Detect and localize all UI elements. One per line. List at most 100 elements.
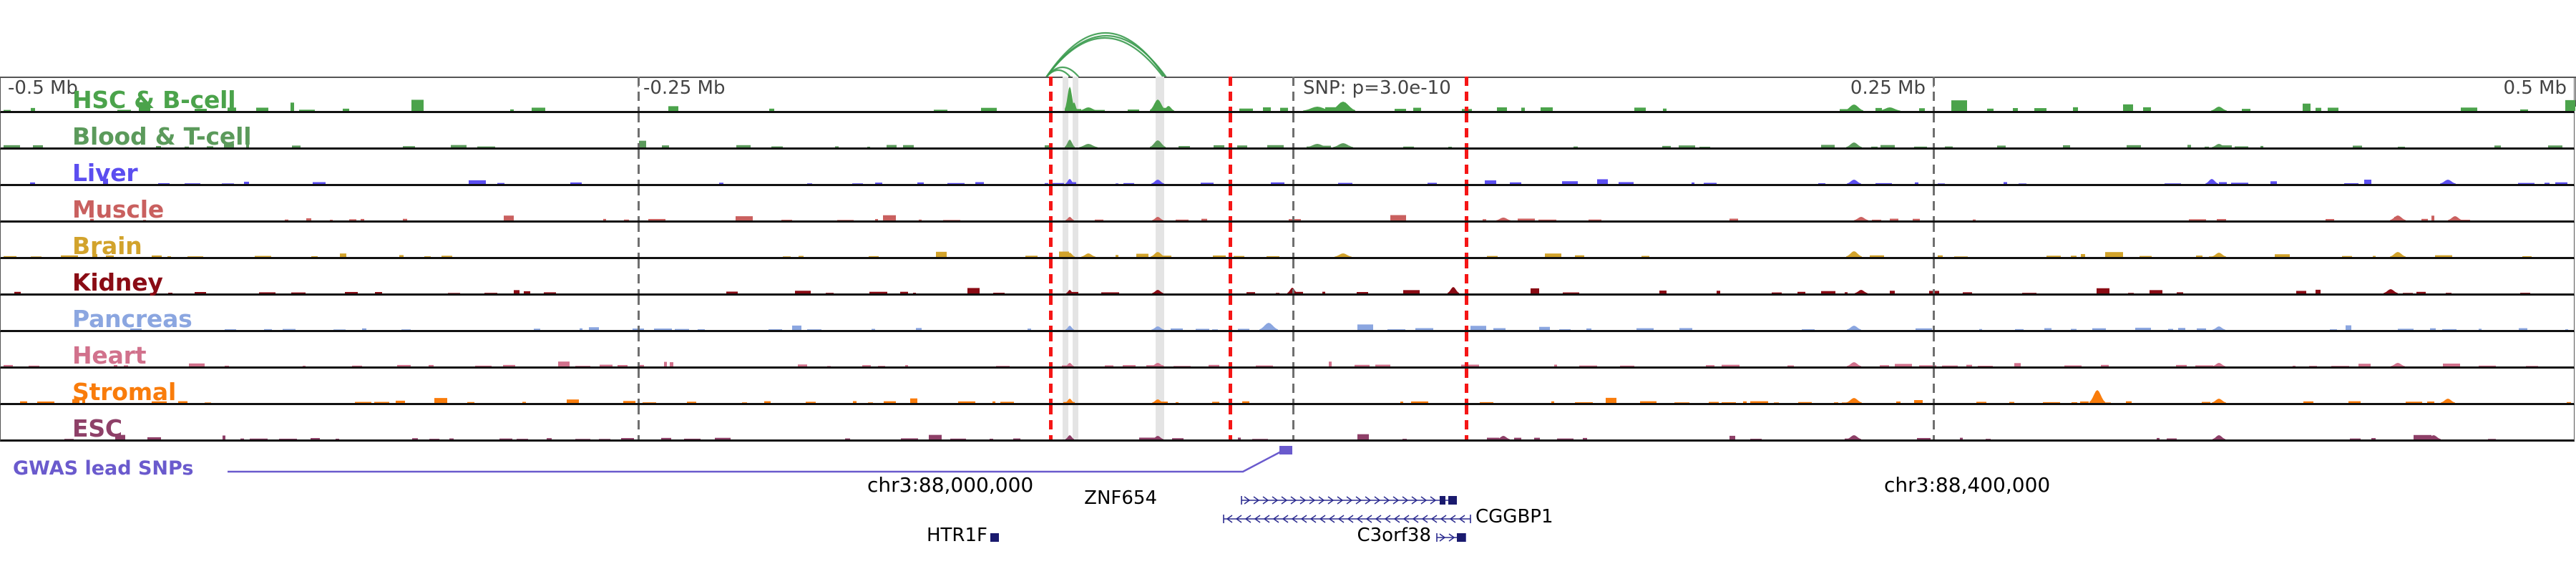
reference-marker-line bbox=[1933, 259, 1935, 293]
strand-arrow bbox=[1392, 496, 1400, 505]
signal-bar bbox=[1976, 402, 1986, 403]
gene-name-label[interactable]: CGGBP1 bbox=[1475, 506, 1553, 527]
strand-arrow bbox=[1263, 515, 1270, 523]
signal-bar bbox=[1562, 181, 1578, 184]
signal-bar bbox=[224, 143, 234, 147]
track-pancreas[interactable]: Pancreas bbox=[0, 296, 2575, 333]
signal-bar bbox=[618, 364, 628, 366]
signal-bar bbox=[1895, 364, 1912, 366]
signal-bar bbox=[2373, 256, 2376, 257]
signal-bar bbox=[1880, 365, 1889, 366]
credible-set-boundary-line bbox=[1049, 296, 1053, 330]
reference-marker-line bbox=[638, 77, 640, 111]
signal-bar bbox=[1045, 145, 1053, 147]
signal-bar bbox=[1213, 255, 1226, 257]
signal-bar bbox=[223, 435, 225, 439]
signal-peak bbox=[1079, 107, 1098, 111]
reference-marker-line bbox=[638, 223, 640, 257]
signal-bar bbox=[355, 402, 371, 403]
signal-profile bbox=[130, 323, 2568, 330]
signal-bar bbox=[1913, 218, 1920, 220]
signal-peak bbox=[2390, 215, 2406, 220]
signal-peak bbox=[1303, 107, 1332, 111]
signal-bar bbox=[664, 361, 667, 366]
signal-bar bbox=[2092, 328, 2106, 330]
track-blood-t-cell[interactable]: Blood & T-cell bbox=[0, 113, 2575, 150]
signal-bar bbox=[862, 365, 871, 366]
signal-bar bbox=[992, 401, 995, 403]
genomic-coordinate-label: chr3:88,400,000 bbox=[1884, 473, 2051, 497]
signal-bar bbox=[1280, 107, 1288, 111]
signal-bar bbox=[2270, 181, 2277, 184]
signal-peak bbox=[1448, 287, 1459, 293]
axis-tick-label: 0.25 Mb bbox=[1850, 77, 1926, 99]
signal-bar bbox=[397, 364, 411, 366]
strand-arrow bbox=[1235, 515, 1242, 523]
loop-arc bbox=[1045, 69, 1071, 78]
gwas-lead-snp-marker[interactable] bbox=[1279, 446, 1292, 454]
signal-tracks: HSC & B-cell Blood & T-cell Liver Muscle Bra… bbox=[0, 77, 2575, 442]
track-brain[interactable]: Brain bbox=[0, 223, 2575, 260]
signal-bar bbox=[2296, 291, 2306, 293]
track-liver[interactable]: Liver bbox=[0, 150, 2575, 187]
signal-bar bbox=[662, 145, 669, 147]
reference-marker-line bbox=[638, 405, 640, 439]
strand-arrow bbox=[1244, 515, 1252, 523]
signal-bar bbox=[567, 399, 579, 403]
track-stromal[interactable]: Stromal bbox=[0, 369, 2575, 406]
signal-bar bbox=[1640, 401, 1657, 403]
signal-bar bbox=[1896, 401, 1901, 403]
signal-bar bbox=[2080, 401, 2089, 403]
signal-bar bbox=[291, 102, 294, 111]
signal-bar bbox=[2177, 292, 2183, 293]
signal-bar bbox=[115, 434, 125, 439]
signal-bar bbox=[2157, 437, 2160, 439]
gene-name-label[interactable]: HTR1F bbox=[927, 525, 987, 546]
signal-bar bbox=[934, 110, 947, 111]
highlight-band bbox=[1073, 77, 1078, 111]
signal-bar bbox=[2081, 253, 2085, 257]
signal-bar bbox=[4, 145, 20, 147]
signal-bar bbox=[1201, 218, 1207, 220]
gene-name-label[interactable]: ZNF654 bbox=[1084, 487, 1157, 509]
signal-bar bbox=[1722, 364, 1740, 366]
signal-bar bbox=[345, 291, 358, 293]
gene-exon bbox=[1457, 533, 1465, 542]
signal-profile bbox=[14, 287, 2530, 293]
signal-bar bbox=[1234, 256, 1244, 257]
gene-exon bbox=[990, 533, 999, 542]
credible-set-boundary-line bbox=[1049, 186, 1053, 220]
signal-bar bbox=[2435, 255, 2452, 257]
track-muscle[interactable]: Muscle bbox=[0, 186, 2575, 223]
signal-bar bbox=[2073, 107, 2078, 111]
signal-peak bbox=[1497, 436, 1510, 439]
credible-set-boundary-line bbox=[1465, 259, 1468, 293]
signal-bar bbox=[783, 256, 791, 257]
gwas-lead-snps-row: GWAS lead SNPs bbox=[0, 446, 2576, 480]
signal-bar bbox=[958, 401, 975, 403]
signal-bar bbox=[1821, 145, 1835, 147]
signal-bar bbox=[2303, 103, 2311, 111]
signal-bar bbox=[2242, 109, 2250, 111]
track-heart[interactable]: Heart bbox=[0, 332, 2575, 369]
gwas-lead-snps-label: GWAS lead SNPs bbox=[13, 457, 194, 480]
signal-bar bbox=[900, 291, 908, 293]
signal-bar bbox=[1966, 364, 1972, 366]
signal-bar bbox=[1674, 402, 1689, 403]
signal-bar bbox=[283, 329, 296, 330]
gene-name-label[interactable]: C3orf38 bbox=[1357, 525, 1431, 546]
signal-bar bbox=[2421, 218, 2428, 220]
signal-bar bbox=[547, 438, 552, 439]
signal-bar bbox=[2567, 402, 2571, 403]
signal-bar bbox=[246, 144, 249, 147]
strand-arrow bbox=[1402, 515, 1410, 523]
signal-bar bbox=[2063, 145, 2070, 147]
track-esc[interactable]: ESC bbox=[0, 405, 2575, 442]
signal-bar bbox=[1963, 292, 1972, 293]
signal-bar bbox=[497, 183, 504, 184]
signal-bar bbox=[869, 291, 887, 293]
track-hsc-b-cell[interactable]: HSC & B-cell bbox=[0, 77, 2575, 114]
signal-bar bbox=[401, 329, 411, 330]
track-kidney[interactable]: Kidney bbox=[0, 259, 2575, 296]
strand-arrow bbox=[1253, 496, 1260, 505]
